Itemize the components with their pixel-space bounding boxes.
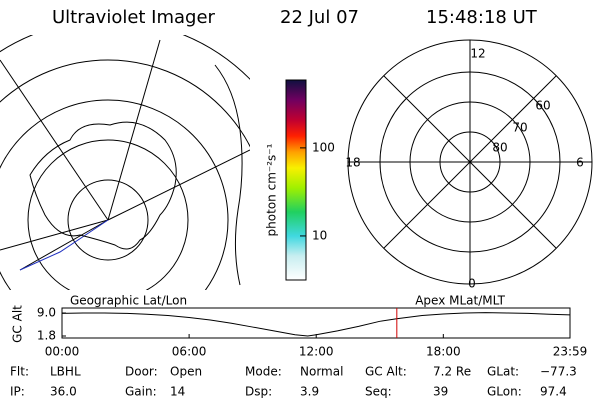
apex-map [347,39,593,285]
x-tick-label: 23:59 [553,345,588,359]
lat-label: 70 [512,121,527,135]
left-title: Geographic Lat/Lon [70,294,187,308]
colorbar-tick-label: 100 [312,140,335,154]
info-label: Gain: [125,385,157,399]
info-label: Door: [125,365,158,379]
info-value: 36.0 [50,385,77,399]
info-label: Mode: [245,365,282,379]
info-value: Open [170,365,202,379]
info-label: GLat: [487,365,519,379]
info-label: IP: [10,385,25,399]
time: 15:48:18 UT [426,7,538,28]
info-value: 97.4 [540,385,567,399]
info-value: 3.9 [300,385,319,399]
info-label: Flt: [10,365,29,379]
mlt-label: 0 [468,277,476,291]
y-label: GC Alt [11,305,25,343]
mlt-label: 18 [345,156,360,170]
lat-label: 80 [492,141,507,155]
info-label: Seq: [365,385,392,399]
info-value: Normal [300,365,343,379]
info-label: GC Alt: [365,365,407,379]
info-value: −77.3 [540,365,577,379]
info-value: 39 [433,385,448,399]
y-tick-label: 1.8 [37,329,56,343]
info-value: 7.2 Re [433,365,471,379]
info-label: Dsp: [245,385,272,399]
mlt-label: 6 [576,156,584,170]
mlt-label: 12 [470,47,485,61]
x-tick-label: 00:00 [45,345,80,359]
colorbar [285,79,307,281]
lat-label: 60 [535,99,550,113]
colorbar-tick-label: 10 [312,228,327,242]
altitude-curve [61,312,571,337]
instrument: Ultraviolet Imager [52,7,216,28]
y-tick-label: 9.0 [37,306,56,320]
info-label: GLon: [487,385,522,399]
info-value: 14 [170,385,185,399]
x-tick-label: 12:00 [299,345,334,359]
colorbar-label: photon cm⁻²s⁻¹ [265,143,279,236]
x-tick-label: 18:00 [426,345,461,359]
info-value: LBHL [50,365,81,379]
right-title: Apex MLat/MLT [415,294,505,308]
x-tick-label: 06:00 [172,345,207,359]
date: 22 Jul 07 [280,7,359,28]
geographic-map [0,35,250,290]
